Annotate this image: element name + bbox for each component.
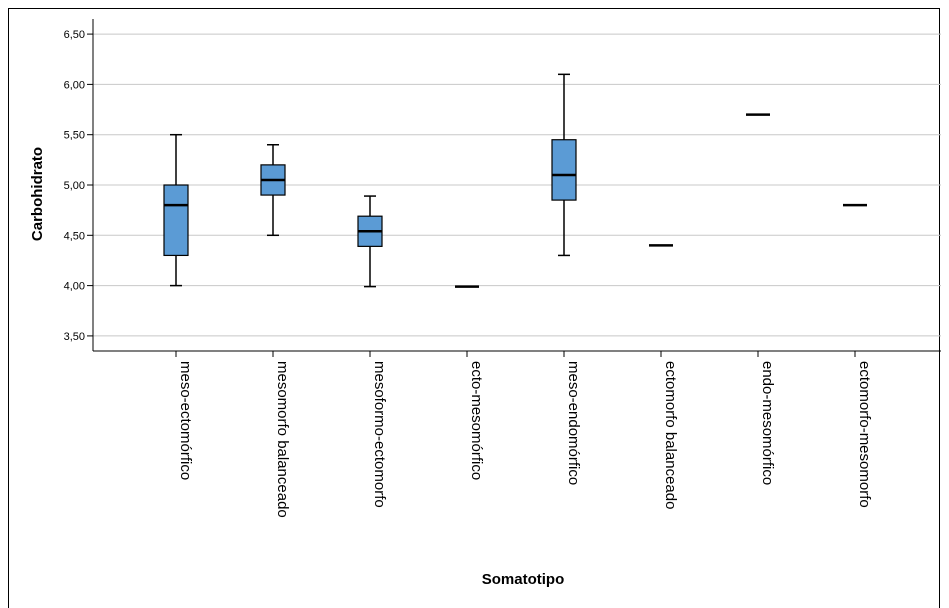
x-axis-title: Somatotipo	[482, 571, 565, 588]
x-category-label: mesomorfo balanceado	[274, 361, 291, 518]
x-category-label: meso-ectomórfico	[177, 361, 194, 480]
chart-frame: 3,50 4,00 4,50 5,00 5,50 6,00 6,50 meso-ectomó…	[8, 8, 941, 608]
axes	[87, 19, 941, 357]
y-tick-label: 3,50	[64, 331, 85, 343]
y-tick-label: 4,00	[64, 281, 85, 293]
y-tick-label: 6,50	[64, 29, 85, 41]
boxplot-chart: 3,50 4,00 4,50 5,00 5,50 6,00 6,50 meso-ectomó…	[29, 19, 941, 588]
box-5	[551, 73, 577, 257]
y-axis-title: Carbohidrato	[29, 147, 46, 241]
x-category-label: ectomorfo-mesomorfo	[856, 361, 873, 508]
x-category-label: mesoformo-ectomorfo	[371, 361, 388, 508]
x-category-label: endo-mesomórfico	[759, 361, 776, 485]
boxes	[163, 73, 867, 288]
box-iqr	[163, 184, 189, 257]
box-2	[260, 144, 286, 237]
box-iqr	[551, 139, 577, 201]
gridlines	[93, 33, 941, 337]
x-category-labels: meso-ectomórfico mesomorfo balanceado meso…	[177, 361, 873, 518]
x-category-label: ectomorfo balanceado	[662, 361, 679, 509]
box-3	[357, 195, 383, 288]
y-tick-labels: 3,50 4,00 4,50 5,00 5,50 6,00 6,50	[64, 29, 85, 343]
x-category-label: meso-endomórfico	[565, 361, 582, 485]
y-tick-label: 5,00	[64, 180, 85, 192]
y-tick-label: 4,50	[64, 230, 85, 242]
box-1	[163, 133, 189, 287]
y-tick-label: 6,00	[64, 79, 85, 91]
x-category-label: ecto-mesomórfico	[468, 361, 485, 480]
y-tick-label: 5,50	[64, 130, 85, 142]
